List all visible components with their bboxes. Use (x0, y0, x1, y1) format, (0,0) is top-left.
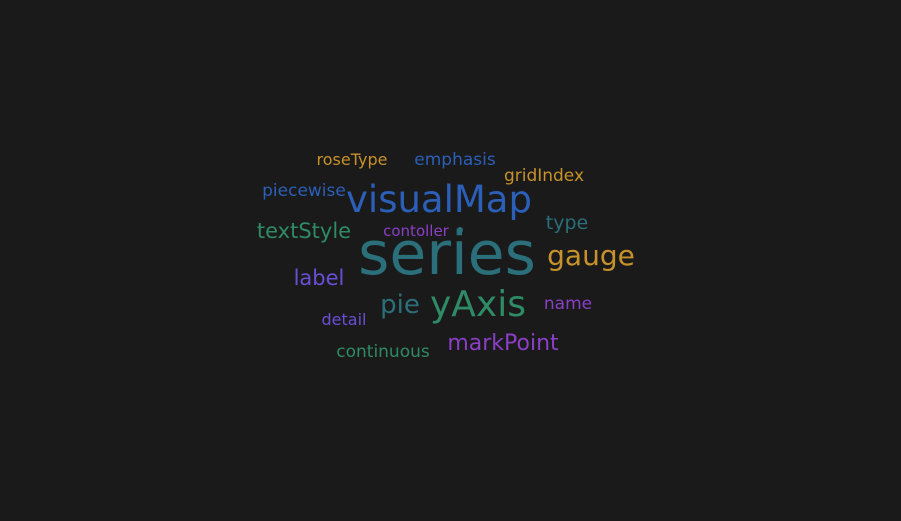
word-emphasis[interactable]: emphasis (414, 150, 496, 170)
word-continuous[interactable]: continuous (336, 342, 430, 362)
word-visualmap[interactable]: visualMap (346, 178, 532, 221)
word-gauge[interactable]: gauge (547, 239, 635, 272)
word-type[interactable]: type (546, 212, 588, 234)
word-textstyle[interactable]: textStyle (257, 219, 351, 243)
word-piecewise[interactable]: piecewise (262, 181, 346, 201)
word-label[interactable]: label (294, 266, 345, 290)
decorative-dot (457, 227, 463, 233)
word-detail[interactable]: detail (322, 310, 367, 329)
word-pie[interactable]: pie (380, 290, 420, 320)
word-series[interactable]: series (358, 219, 536, 289)
word-contoller[interactable]: contoller (383, 222, 450, 240)
word-rosetype[interactable]: roseType (317, 150, 388, 169)
word-markpoint[interactable]: markPoint (447, 331, 559, 356)
word-name[interactable]: name (544, 294, 592, 314)
word-yaxis[interactable]: yAxis (430, 284, 526, 325)
word-gridindex[interactable]: gridIndex (504, 166, 584, 186)
